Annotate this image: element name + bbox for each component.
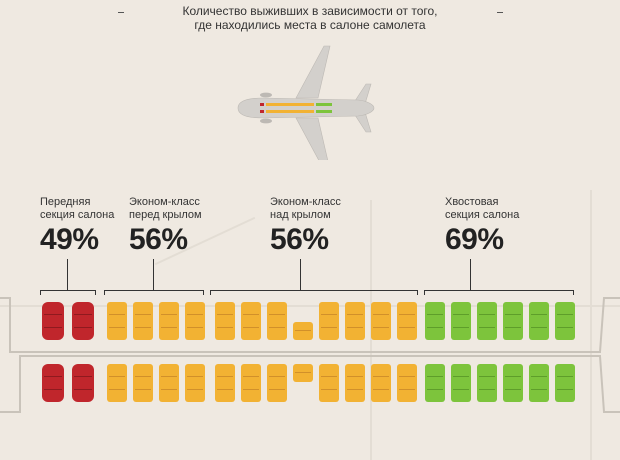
section-label: перед крылом: [129, 209, 202, 221]
seat-icon: [107, 302, 127, 340]
section-label: Хвостовая: [445, 196, 499, 208]
section-connector: [67, 259, 68, 290]
cabin-seat-map: [0, 294, 620, 416]
seat-icon: [425, 364, 445, 402]
survival-percent: 56%: [129, 223, 188, 256]
seat-icon: [425, 302, 445, 340]
seat-icon: [555, 364, 575, 402]
seat-icon: [159, 364, 179, 402]
seat-icon: [555, 302, 575, 340]
seat-icon: [503, 302, 523, 340]
seat-icon: [345, 364, 365, 402]
seat-icon: [267, 302, 287, 340]
seat-icon: [293, 364, 313, 382]
seat-icon: [72, 364, 94, 402]
section-connector: [153, 259, 154, 290]
seat-icon: [451, 302, 471, 340]
seat-icon: [345, 302, 365, 340]
background-line: [0, 305, 620, 307]
seat-icon: [107, 364, 127, 402]
survival-percent: 69%: [445, 223, 504, 256]
seat-icon: [371, 302, 391, 340]
seat-icon: [477, 302, 497, 340]
title-line-2: где находились места в салоне самолета: [194, 18, 426, 32]
section-label: секция салона: [40, 209, 115, 221]
section-tail: Хвостовая секция салона 69%: [445, 196, 519, 256]
section-connector: [300, 259, 301, 290]
section-front: Передняя секция салона 49%: [40, 196, 114, 256]
seat-icon: [72, 302, 94, 340]
seat-icon: [241, 364, 261, 402]
survival-percent: 49%: [40, 223, 99, 256]
airplane-top-view-icon: [237, 45, 375, 160]
seat-icon: [397, 302, 417, 340]
page-title: Количество выживших в зависимости от тог…: [130, 4, 490, 32]
section-bracket: [104, 290, 204, 295]
seat-icon: [319, 302, 339, 340]
fuselage-outline: [0, 297, 620, 413]
seat-icon: [185, 302, 205, 340]
section-economy-over-wing: Эконом-класс над крылом 56%: [270, 196, 341, 256]
title-line-1: Количество выживших в зависимости от тог…: [182, 4, 438, 18]
section-bracket: [40, 290, 96, 295]
section-bracket: [424, 290, 574, 295]
seat-icon: [159, 302, 179, 340]
seat-icon: [133, 302, 153, 340]
seat-icon: [371, 364, 391, 402]
seat-icon: [42, 364, 64, 402]
seat-icon: [241, 302, 261, 340]
section-label: Эконом-класс: [270, 196, 341, 208]
section-label: над крылом: [270, 209, 331, 221]
seat-icon: [42, 302, 64, 340]
section-economy-before-wing: Эконом-класс перед крылом 56%: [129, 196, 202, 256]
section-bracket: [210, 290, 418, 295]
seat-icon: [397, 364, 417, 402]
seat-icon: [319, 364, 339, 402]
survival-percent: 56%: [270, 223, 329, 256]
seat-icon: [477, 364, 497, 402]
section-label: Эконом-класс: [129, 196, 200, 208]
section-label: Передняя: [40, 196, 91, 208]
seat-icon: [215, 302, 235, 340]
background-line: [590, 190, 592, 460]
title-rule-right: [497, 12, 503, 13]
seat-icon: [267, 364, 287, 402]
seat-icon: [529, 364, 549, 402]
seat-icon: [185, 364, 205, 402]
section-connector: [470, 259, 471, 290]
seat-icon: [133, 364, 153, 402]
seat-icon: [529, 302, 549, 340]
seat-icon: [293, 322, 313, 340]
title-rule-left: [118, 12, 124, 13]
section-label: секция салона: [445, 209, 520, 221]
seat-icon: [451, 364, 471, 402]
seat-icon: [503, 364, 523, 402]
seat-icon: [215, 364, 235, 402]
